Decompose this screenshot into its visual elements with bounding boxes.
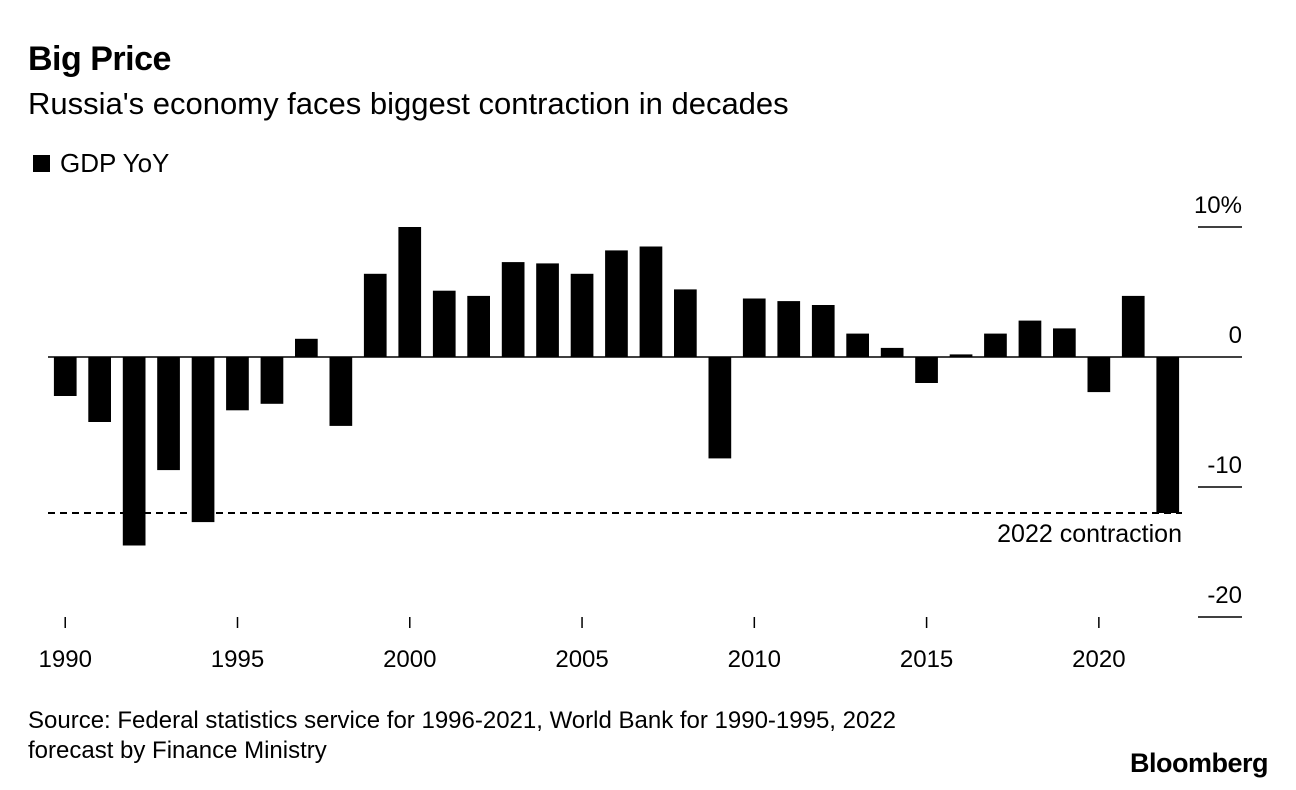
bar-2001 [432, 290, 456, 357]
bar-2012 [811, 305, 835, 357]
bar-2011 [777, 301, 801, 357]
bar-2010 [742, 298, 766, 357]
y-tick-label: -10 [1207, 452, 1242, 479]
bar-1999 [363, 273, 387, 357]
bar-2006 [605, 250, 628, 357]
bar-2003 [501, 262, 525, 357]
bar-1993 [157, 357, 180, 471]
bar-2018 [1018, 320, 1042, 357]
bar-1992 [122, 357, 146, 546]
source-note: Source: Federal statistics service for 1… [28, 706, 1028, 766]
x-tick-label: 1995 [211, 646, 264, 673]
y-tick-label: 0 [1229, 322, 1242, 349]
bar-2004 [536, 263, 559, 357]
bar-1994 [191, 357, 215, 523]
bar-2019 [1053, 328, 1076, 357]
x-tick-label: 2000 [383, 646, 436, 673]
source-line-1: Source: Federal statistics service for 1… [28, 707, 897, 734]
chart-title: Big Price [28, 40, 171, 78]
bar-2013 [846, 333, 869, 357]
bar-1997 [295, 338, 318, 357]
bar-1990 [53, 357, 77, 396]
x-tick-label: 2015 [900, 646, 953, 673]
bar-1998 [329, 357, 353, 426]
bar-2000 [398, 227, 422, 357]
bar-2005 [570, 273, 594, 357]
bar-2002 [467, 295, 490, 357]
bar-2017 [984, 333, 1007, 357]
bloomberg-logo: Bloomberg [1129, 748, 1269, 778]
x-tick-label: 2005 [555, 646, 608, 673]
reference-line-label: 2022 contraction [997, 520, 1182, 548]
bar-1991 [88, 357, 111, 422]
bar-2021 [1121, 295, 1145, 357]
bar-chart: 10% 0 -10 -20 2022 contraction 1990 1995 2000 20… [39, 192, 1242, 673]
bar-2009 [708, 357, 732, 459]
x-tick-label: 2020 [1072, 646, 1125, 673]
y-tick-label: -20 [1207, 582, 1242, 609]
legend-swatch [33, 155, 50, 172]
chart-subtitle: Russia's economy faces biggest contracti… [28, 86, 789, 121]
x-tick-label: 1990 [39, 646, 92, 673]
y-tick-label: 10% [1194, 192, 1242, 219]
bar-2014 [880, 347, 904, 357]
bar-2015 [915, 357, 938, 383]
x-tick-label: 2010 [728, 646, 781, 673]
bar-2022 [1156, 357, 1180, 513]
bar-2008 [674, 289, 697, 357]
legend-label: GDP YoY [60, 148, 170, 178]
source-line-2: forecast by Finance Ministry [28, 737, 327, 764]
bar-2007 [639, 246, 663, 357]
bar-1995 [226, 357, 249, 411]
bar-2016 [949, 354, 973, 357]
bar-2020 [1087, 357, 1111, 393]
legend: GDP YoY [33, 148, 169, 179]
bar-1996 [260, 357, 284, 404]
